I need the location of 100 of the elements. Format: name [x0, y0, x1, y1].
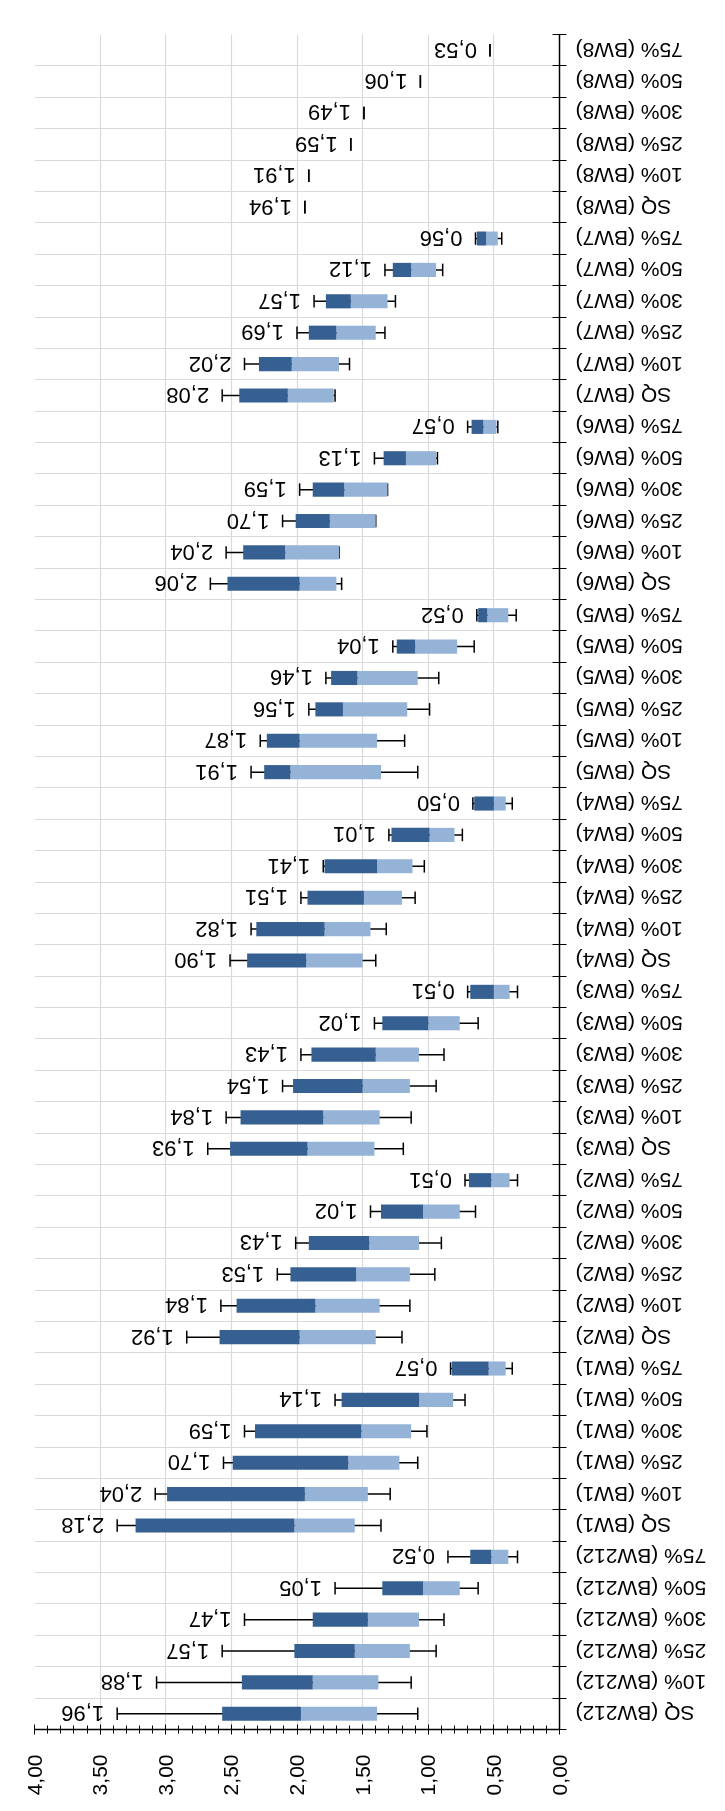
x-tick-label: 3,00	[153, 1754, 177, 1796]
text: 0,57	[411, 414, 455, 440]
text: 2,18	[61, 1512, 105, 1538]
x-tick-label: 2,00	[285, 1754, 308, 1796]
y-tick-label: 75% (BW212)	[575, 1545, 707, 1569]
y-tick-label: 75% (BW1)	[575, 1357, 683, 1381]
y-tick-label: 25% (BW2)	[575, 1262, 683, 1286]
text: 0,50	[417, 791, 460, 817]
y-tick-label: SQ (BW5)	[575, 760, 672, 784]
y-tick-label: SQ (BW6)	[575, 572, 672, 596]
y-tick-label: 30% (BW1)	[575, 1419, 683, 1443]
text: 1,91	[195, 759, 239, 785]
y-tick-label: 25% (BW212)	[575, 1639, 707, 1663]
y-tick-label: 10% (BW6)	[575, 540, 683, 564]
text: 1,94	[249, 194, 292, 220]
text: 1,82	[195, 916, 239, 942]
text: 1,91	[252, 163, 296, 189]
y-tick-label: 75% (BW2)	[575, 1168, 683, 1192]
x-tick-label: 2,50	[219, 1754, 243, 1796]
text: 1,70	[226, 508, 270, 534]
text: 1,59	[243, 477, 287, 503]
text: 1,57	[166, 1638, 210, 1664]
text: 1,88	[100, 1669, 144, 1695]
text: 0,51	[409, 1167, 452, 1193]
y-tick-label: 75% (BW3)	[575, 980, 683, 1004]
text: 1,06	[364, 69, 408, 95]
y-tick-label: SQ (BW1)	[575, 1513, 672, 1537]
text: 1,53	[221, 1261, 265, 1287]
text: 1,92	[130, 1324, 174, 1350]
text: 1,90	[174, 947, 218, 973]
text: 1,69	[241, 320, 284, 346]
text: 1,93	[151, 1136, 195, 1162]
text: 1,49	[308, 100, 351, 126]
text: 2,02	[188, 351, 232, 377]
y-tick-label: 75% (BW8)	[575, 38, 683, 62]
text: 1,05	[279, 1575, 323, 1601]
y-tick-label: 10% (BW1)	[575, 1482, 683, 1506]
text: 1,43	[245, 1042, 288, 1068]
text: 1,01	[333, 822, 376, 848]
x-tick-label: 3,50	[88, 1754, 112, 1796]
y-tick-label: 10% (BW2)	[575, 1294, 683, 1318]
y-tick-label: SQ (BW7)	[575, 383, 672, 407]
y-tick-label: 10% (BW212)	[575, 1670, 707, 1694]
y-tick-label: 50% (BW8)	[575, 70, 683, 94]
y-tick-label: 75% (BW4)	[575, 792, 683, 816]
y-tick-label: 50% (BW2)	[575, 1200, 683, 1224]
y-tick-label: 30% (BW8)	[575, 101, 683, 125]
text: 1,47	[188, 1607, 232, 1633]
text: 0,52	[420, 602, 464, 628]
text: 1,57	[258, 288, 302, 314]
y-tick-label: 25% (BW1)	[575, 1451, 683, 1475]
y-tick-label: 75% (BW6)	[575, 415, 683, 439]
x-tick-label: 1,00	[416, 1754, 440, 1796]
y-tick-label: SQ (BW212)	[575, 1702, 695, 1726]
y-tick-label: 50% (BW212)	[575, 1576, 707, 1600]
text: 1,59	[294, 131, 338, 157]
y-tick-label: SQ (BW2)	[575, 1325, 672, 1349]
y-tick-label: 25% (BW8)	[575, 132, 683, 156]
text: 1,84	[165, 1293, 208, 1319]
text: 0,57	[394, 1356, 438, 1382]
y-tick-label: SQ (BW3)	[575, 1137, 672, 1161]
y-tick-label: 30% (BW7)	[575, 289, 683, 313]
y-tick-label: 30% (BW6)	[575, 478, 683, 502]
text: 1,02	[314, 1199, 358, 1225]
y-tick-label: 25% (BW6)	[575, 509, 683, 533]
text: 1,70	[167, 1450, 211, 1476]
text: 1,87	[204, 728, 248, 754]
y-tick-label: 50% (BW6)	[575, 446, 683, 470]
text: 0,56	[419, 226, 463, 252]
text: 1,54	[226, 1073, 270, 1099]
text: 1,59	[188, 1418, 232, 1444]
x-tick-label: 4,00	[22, 1754, 46, 1796]
y-tick-label: SQ (BW8)	[575, 195, 672, 219]
text: 1,41	[267, 853, 311, 879]
text: 1,12	[329, 257, 372, 283]
y-tick-label: 10% (BW7)	[575, 352, 683, 376]
y-tick-label: 25% (BW7)	[575, 321, 683, 345]
x-tick-label: 0,50	[481, 1754, 505, 1796]
y-tick-label: 30% (BW2)	[575, 1231, 683, 1255]
text: 1,56	[252, 696, 296, 722]
y-tick-label: 75% (BW5)	[575, 603, 683, 627]
y-tick-label: 50% (BW7)	[575, 258, 683, 282]
text: 0,53	[434, 37, 477, 63]
y-tick-label: 10% (BW3)	[575, 1105, 683, 1129]
y-tick-label: SQ (BW4)	[575, 948, 672, 972]
text: 1,43	[239, 1230, 283, 1256]
text: 1,51	[245, 885, 288, 911]
y-tick-label: 75% (BW7)	[575, 227, 683, 251]
text: 2,04	[99, 1481, 143, 1507]
y-tick-label: 50% (BW3)	[575, 1011, 683, 1035]
y-tick-label: 25% (BW4)	[575, 886, 683, 910]
y-tick-label: 30% (BW212)	[575, 1608, 707, 1632]
text: 1,02	[318, 1010, 362, 1036]
x-tick-label: 0,00	[547, 1754, 571, 1796]
y-tick-label: 30% (BW3)	[575, 1043, 683, 1067]
text: 0,51	[411, 979, 455, 1005]
y-tick-label: 30% (BW5)	[575, 666, 683, 690]
y-tick-label: 50% (BW1)	[575, 1388, 683, 1412]
text: 1,14	[279, 1387, 323, 1413]
y-tick-label: 50% (BW4)	[575, 823, 683, 847]
